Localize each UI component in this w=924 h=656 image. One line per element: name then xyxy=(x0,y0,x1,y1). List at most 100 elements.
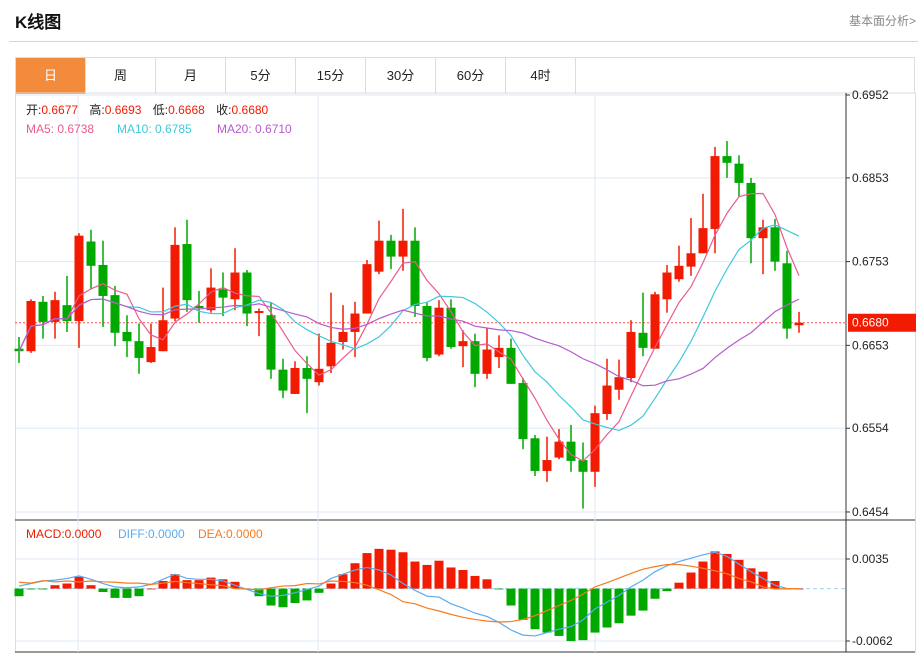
macd-bar-positive xyxy=(482,579,492,589)
current-price-label: 0.6680 xyxy=(852,316,889,330)
tab-60min[interactable]: 60分 xyxy=(436,58,506,94)
candle-up xyxy=(794,322,804,326)
candle-up xyxy=(710,156,720,229)
price-tick-label: 0.6454 xyxy=(852,505,889,519)
macd-bar-positive xyxy=(446,567,456,589)
tab-day[interactable]: 日 xyxy=(16,58,86,94)
macd-bar-negative xyxy=(626,588,636,616)
macd-bar-negative xyxy=(530,588,540,630)
candle-up xyxy=(230,272,240,300)
macd-bar-positive xyxy=(722,553,732,589)
candle-down xyxy=(242,272,252,314)
macd-bar-positive xyxy=(74,576,84,589)
macd-bar-positive xyxy=(698,561,708,589)
macd-bar-negative xyxy=(506,588,516,606)
candle-down xyxy=(122,331,132,342)
ma10-line xyxy=(18,224,800,432)
macd-bar-positive xyxy=(470,575,480,589)
macd-bar-positive xyxy=(206,577,216,589)
candle-up xyxy=(362,264,372,314)
macd-bar-positive xyxy=(374,548,384,589)
candle-down xyxy=(746,182,756,239)
candle-down xyxy=(62,305,72,322)
tab-week[interactable]: 周 xyxy=(86,58,156,94)
candle-down xyxy=(278,369,288,391)
macd-bar-negative xyxy=(494,588,504,590)
candle-down xyxy=(86,241,96,266)
high-value: 0.6693 xyxy=(105,103,142,117)
price-tick-label: 0.6554 xyxy=(852,421,889,435)
candle-down xyxy=(722,156,732,163)
dea-line xyxy=(18,563,799,623)
candle-down xyxy=(410,240,420,306)
macd-bar-positive xyxy=(50,585,60,589)
fundamental-analysis-link[interactable]: 基本面分析> xyxy=(848,14,916,28)
candle-up xyxy=(254,311,264,314)
candle-down xyxy=(530,438,540,471)
candle-down xyxy=(506,347,516,384)
macd-bar-negative xyxy=(566,588,576,642)
candle-up xyxy=(758,227,768,239)
ma5-line xyxy=(18,192,800,462)
candle-up xyxy=(50,300,60,322)
low-value: 0.6668 xyxy=(168,103,205,117)
candle-up xyxy=(398,240,408,257)
high-label: 高: xyxy=(89,102,104,117)
macd-bar-negative xyxy=(254,588,264,597)
candle-down xyxy=(182,244,192,301)
candle-up xyxy=(374,240,384,272)
macd-bar-negative xyxy=(110,588,120,598)
candle-up xyxy=(602,385,612,415)
candle-up xyxy=(146,347,156,363)
candle-down xyxy=(110,295,120,333)
candle-up xyxy=(686,253,696,267)
candle-up xyxy=(206,287,216,311)
macd-bar-positive xyxy=(62,583,72,589)
candle-down xyxy=(782,263,792,329)
macd-bar-negative xyxy=(134,588,144,597)
candle-up xyxy=(458,341,468,347)
tab-month[interactable]: 月 xyxy=(156,58,226,94)
candle-down xyxy=(98,264,108,296)
dea-legend-value: DEA:0.0000 xyxy=(198,527,263,541)
candle-up xyxy=(158,320,168,352)
candle-up xyxy=(650,294,660,349)
macd-bar-negative xyxy=(590,588,600,633)
macd-bar-positive xyxy=(86,585,96,589)
tab-5min[interactable]: 5分 xyxy=(226,58,296,94)
macd-bar-positive xyxy=(194,580,204,589)
candle-down xyxy=(446,307,456,348)
macd-bar-negative xyxy=(122,588,132,598)
macd-tick-label: 0.0035 xyxy=(852,552,889,566)
tab-30min[interactable]: 30分 xyxy=(366,58,436,94)
candle-down xyxy=(134,341,144,358)
page-title: K线图 xyxy=(15,13,62,32)
macd-bar-negative xyxy=(38,588,48,590)
macd-bar-negative xyxy=(518,588,528,620)
candle-down xyxy=(194,305,204,308)
candle-up xyxy=(626,331,636,379)
candle-down xyxy=(578,460,588,472)
candle-up xyxy=(674,265,684,280)
candle-up xyxy=(74,235,84,322)
macd-bar-negative xyxy=(662,588,672,592)
macd-bar-negative xyxy=(602,588,612,628)
macd-bar-positive xyxy=(434,560,444,589)
candle-down xyxy=(638,332,648,348)
candle-up xyxy=(554,441,564,458)
macd-legend: MACD:0.0000 DIFF:0.0000 DEA:0.0000 xyxy=(26,527,263,541)
macd-bar-negative xyxy=(290,588,300,603)
tab-15min[interactable]: 15分 xyxy=(296,58,366,94)
ohlc-legend: 开:0.6677 高:0.6693 低:0.6668 收:0.6680 xyxy=(26,102,269,117)
candle-up xyxy=(434,307,444,355)
tab-4hour[interactable]: 4时 xyxy=(506,58,576,94)
candle-down xyxy=(386,240,396,257)
macd-bar-negative xyxy=(314,588,324,593)
candle-up xyxy=(326,342,336,367)
macd-bar-negative xyxy=(650,588,660,599)
macd-bar-positive xyxy=(758,571,768,589)
macd-bar-positive xyxy=(158,580,168,589)
candle-up xyxy=(590,413,600,472)
macd-bar-positive xyxy=(146,588,156,590)
